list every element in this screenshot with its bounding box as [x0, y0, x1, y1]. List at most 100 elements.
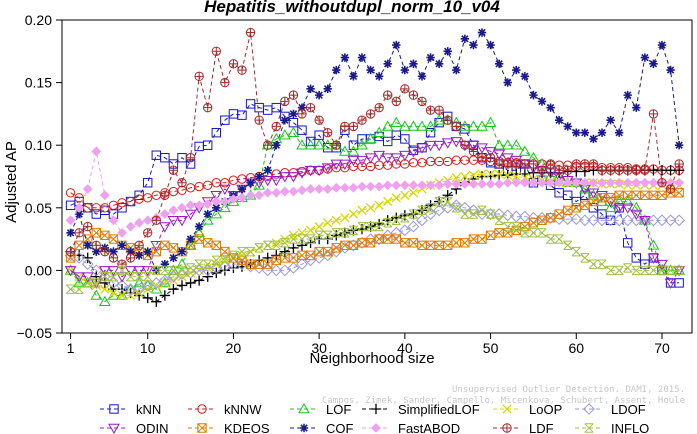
data-point	[203, 140, 213, 150]
data-point	[621, 195, 634, 206]
data-point	[441, 138, 454, 149]
data-point	[365, 238, 376, 248]
data-point	[158, 274, 171, 287]
data-point	[528, 228, 538, 238]
data-point-ring	[65, 246, 76, 257]
data-point	[614, 177, 625, 188]
data-point-ring	[220, 77, 230, 88]
data-point	[503, 78, 512, 87]
data-point	[253, 261, 266, 274]
data-point	[91, 228, 101, 238]
data-point	[400, 84, 410, 94]
data-point-ring	[271, 121, 281, 132]
data-point	[237, 65, 247, 75]
x-tick-label: 60	[568, 340, 584, 356]
data-point	[263, 166, 272, 175]
data-point	[511, 221, 521, 232]
data-point	[134, 288, 144, 298]
data-point	[253, 179, 266, 190]
x-tick-label: 20	[226, 340, 242, 356]
series-line	[70, 140, 680, 284]
data-point	[656, 214, 668, 227]
data-point	[331, 228, 341, 238]
data-point	[125, 287, 136, 299]
data-point	[606, 265, 616, 276]
data-point	[314, 246, 324, 257]
data-point	[108, 288, 119, 298]
data-point	[134, 241, 144, 250]
data-point	[280, 115, 290, 125]
data-point	[546, 159, 555, 169]
data-point	[580, 128, 590, 137]
data-point-ring	[194, 71, 204, 82]
data-point	[494, 169, 504, 179]
data-point-ring	[485, 153, 496, 163]
data-point	[83, 278, 93, 288]
data-point	[125, 221, 136, 232]
data-point	[673, 214, 686, 227]
data-point	[494, 179, 505, 189]
series-line	[70, 159, 680, 209]
data-point	[117, 241, 127, 250]
data-point	[100, 284, 110, 294]
data-point	[340, 213, 350, 223]
data-point	[296, 240, 308, 251]
data-point	[332, 141, 341, 150]
data-point	[203, 103, 212, 112]
data-point	[512, 159, 521, 169]
data-point	[126, 253, 135, 263]
x-tick-label: 10	[140, 340, 156, 356]
data-point	[203, 180, 213, 190]
data-point	[613, 203, 626, 214]
data-point	[245, 190, 256, 201]
data-point	[544, 168, 557, 179]
data-point	[614, 128, 624, 137]
data-point	[152, 216, 161, 225]
data-point	[357, 53, 367, 62]
data-point	[486, 40, 495, 50]
data-point	[202, 271, 213, 282]
legend-item-knn: kNN	[100, 402, 161, 417]
data-point	[177, 265, 187, 276]
data-point	[529, 159, 538, 169]
data-point	[64, 266, 77, 277]
data-point	[176, 216, 188, 227]
plot-frame	[61, 19, 693, 334]
data-point	[563, 240, 573, 251]
data-point	[313, 251, 326, 264]
credit-line-2: Campos, Zimek, Sander, Campello, Micenko…	[322, 396, 685, 406]
data-point-ring	[288, 90, 299, 100]
legend-item-lof: LOF	[290, 402, 351, 417]
data-point	[254, 243, 264, 253]
data-point	[218, 201, 231, 213]
data-point	[434, 180, 445, 191]
series-inflo	[66, 196, 684, 294]
data-point	[632, 166, 641, 175]
data-point	[64, 264, 77, 275]
data-point-ring	[640, 165, 650, 175]
data-point	[74, 209, 84, 219]
data-point-ring	[254, 115, 264, 125]
data-point	[674, 265, 684, 276]
data-point	[331, 215, 341, 225]
legend-label: LDF	[529, 421, 554, 434]
data-point	[347, 155, 360, 167]
data-point	[469, 147, 478, 156]
data-point	[434, 105, 444, 115]
data-point-ring	[134, 240, 144, 251]
data-point	[364, 233, 377, 246]
data-point	[212, 47, 221, 56]
data-point	[537, 177, 547, 188]
data-point	[278, 172, 291, 183]
data-point	[501, 209, 514, 222]
data-point-ring	[383, 90, 393, 100]
data-point	[373, 126, 386, 137]
data-point	[657, 40, 667, 50]
data-point	[288, 242, 299, 254]
data-point	[503, 221, 513, 232]
data-point	[340, 228, 350, 238]
data-point	[518, 210, 531, 223]
data-point	[211, 127, 221, 138]
data-point	[124, 266, 137, 277]
y-tick-label: 0.10	[25, 137, 52, 153]
